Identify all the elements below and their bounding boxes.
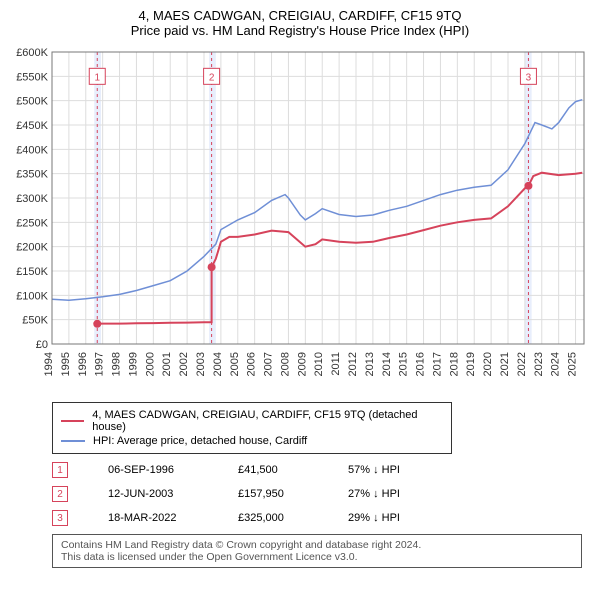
chart-title: 4, MAES CADWGAN, CREIGIAU, CARDIFF, CF15… (8, 8, 592, 38)
svg-text:2000: 2000 (144, 352, 156, 376)
legend-label: HPI: Average price, detached house, Card… (93, 435, 307, 447)
svg-text:2011: 2011 (330, 352, 342, 376)
legend: 4, MAES CADWGAN, CREIGIAU, CARDIFF, CF15… (52, 402, 452, 454)
svg-text:1999: 1999 (127, 352, 139, 376)
svg-text:2021: 2021 (499, 352, 511, 376)
svg-text:£250K: £250K (16, 217, 48, 229)
svg-text:2018: 2018 (448, 352, 460, 376)
chart-container: 4, MAES CADWGAN, CREIGIAU, CARDIFF, CF15… (8, 8, 592, 568)
svg-text:£0: £0 (36, 339, 48, 351)
legend-item-hpi: HPI: Average price, detached house, Card… (61, 435, 443, 447)
svg-text:1997: 1997 (94, 352, 106, 376)
svg-text:£150K: £150K (16, 266, 48, 278)
svg-text:£550K: £550K (16, 71, 48, 83)
marker-flag-icon: 2 (52, 486, 68, 502)
svg-text:2004: 2004 (212, 352, 224, 376)
marker-date: 12-JUN-2003 (108, 488, 198, 500)
marker-date: 06-SEP-1996 (108, 464, 198, 476)
svg-text:£350K: £350K (16, 169, 48, 181)
svg-text:2015: 2015 (398, 352, 410, 376)
svg-text:1: 1 (94, 72, 100, 83)
svg-text:£400K: £400K (16, 144, 48, 156)
svg-text:2024: 2024 (550, 352, 562, 376)
marker-pct: 57% ↓ HPI (348, 464, 438, 476)
marker-row-1: 1 06-SEP-1996 £41,500 57% ↓ HPI (52, 462, 592, 478)
svg-text:£500K: £500K (16, 96, 48, 108)
marker-row-2: 2 12-JUN-2003 £157,950 27% ↓ HPI (52, 486, 592, 502)
marker-date: 18-MAR-2022 (108, 512, 198, 524)
legend-swatch (61, 420, 84, 422)
svg-text:£300K: £300K (16, 193, 48, 205)
marker-row-3: 3 18-MAR-2022 £325,000 29% ↓ HPI (52, 510, 592, 526)
svg-text:1994: 1994 (43, 352, 55, 376)
svg-text:2002: 2002 (178, 352, 190, 376)
svg-text:2022: 2022 (516, 352, 528, 376)
markers-table: 1 06-SEP-1996 £41,500 57% ↓ HPI 2 12-JUN… (52, 462, 592, 526)
svg-text:3: 3 (526, 72, 532, 83)
svg-text:2007: 2007 (263, 352, 275, 376)
svg-text:£450K: £450K (16, 120, 48, 132)
svg-text:2023: 2023 (533, 352, 545, 376)
svg-text:2016: 2016 (415, 352, 427, 376)
svg-text:£600K: £600K (16, 47, 48, 59)
plot-area: £0 £50K £100K £150K £200K £250K £300K £350K £400… (8, 44, 592, 394)
svg-text:1998: 1998 (111, 352, 123, 376)
svg-text:2019: 2019 (465, 352, 477, 376)
marker-flag-icon: 3 (52, 510, 68, 526)
legend-label: 4, MAES CADWGAN, CREIGIAU, CARDIFF, CF15… (92, 409, 443, 433)
svg-text:2020: 2020 (482, 352, 494, 376)
svg-text:2: 2 (209, 72, 215, 83)
title-line2: Price paid vs. HM Land Registry's House … (8, 23, 592, 38)
marker-pct: 27% ↓ HPI (348, 488, 438, 500)
title-line1: 4, MAES CADWGAN, CREIGIAU, CARDIFF, CF15… (8, 8, 592, 23)
svg-text:£50K: £50K (22, 315, 48, 327)
legend-swatch (61, 440, 85, 442)
svg-text:2017: 2017 (431, 352, 443, 376)
svg-text:2001: 2001 (161, 352, 173, 376)
svg-text:2012: 2012 (347, 352, 359, 376)
svg-text:2009: 2009 (296, 352, 308, 376)
svg-text:2025: 2025 (567, 352, 579, 376)
attribution-line2: This data is licensed under the Open Gov… (61, 551, 573, 563)
svg-text:2003: 2003 (195, 352, 207, 376)
svg-text:2008: 2008 (279, 352, 291, 376)
marker-price: £325,000 (238, 512, 308, 524)
svg-text:£100K: £100K (16, 290, 48, 302)
marker-pct: 29% ↓ HPI (348, 512, 438, 524)
marker-price: £41,500 (238, 464, 308, 476)
svg-text:2014: 2014 (381, 352, 393, 376)
svg-text:£200K: £200K (16, 242, 48, 254)
legend-item-price-paid: 4, MAES CADWGAN, CREIGIAU, CARDIFF, CF15… (61, 409, 443, 433)
marker-price: £157,950 (238, 488, 308, 500)
svg-text:1996: 1996 (77, 352, 89, 376)
attribution: Contains HM Land Registry data © Crown c… (52, 534, 582, 568)
chart-svg: £0 £50K £100K £150K £200K £250K £300K £350K £400… (8, 44, 592, 394)
svg-text:2005: 2005 (229, 352, 241, 376)
svg-text:2010: 2010 (313, 352, 325, 376)
svg-text:1995: 1995 (60, 352, 72, 376)
attribution-line1: Contains HM Land Registry data © Crown c… (61, 539, 573, 551)
marker-flag-icon: 1 (52, 462, 68, 478)
svg-text:2006: 2006 (246, 352, 258, 376)
svg-text:2013: 2013 (364, 352, 376, 376)
